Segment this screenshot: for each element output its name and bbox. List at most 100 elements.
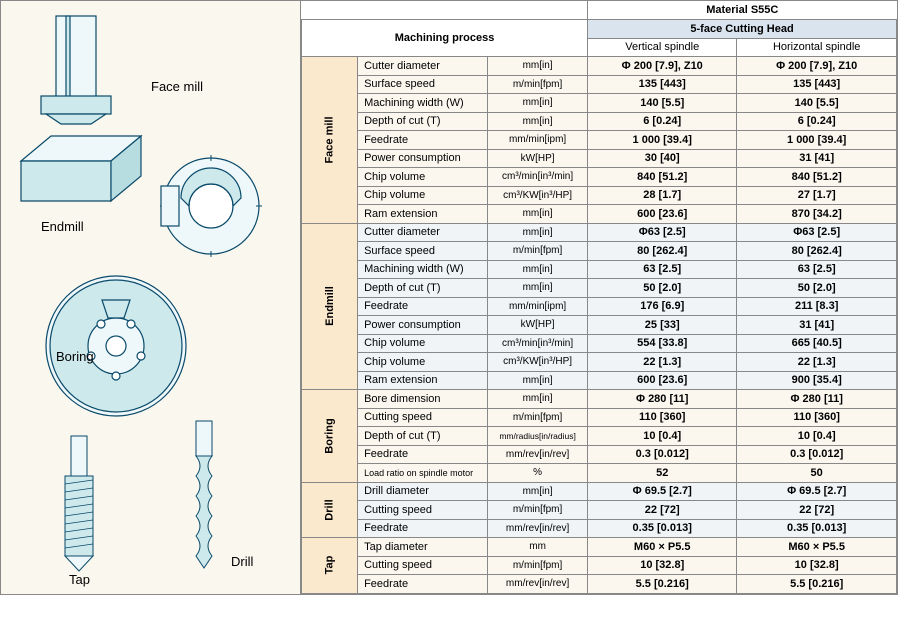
boring-label: Boring [56, 349, 94, 364]
category-cell: Tap [302, 538, 358, 594]
unit-cell: mm[in] [488, 223, 588, 242]
unit-cell: kW[HP] [488, 149, 588, 168]
machining-spec-container: Face mill Endmill [0, 0, 898, 595]
category-cell: Boring [302, 390, 358, 483]
value-vertical: 22 [1.3] [588, 353, 737, 372]
tool-illustrations: Face mill Endmill [1, 1, 301, 591]
value-horizontal: 211 [8.3] [737, 297, 897, 316]
value-vertical: 140 [5.5] [588, 94, 737, 113]
unit-cell: mm/min[ipm] [488, 131, 588, 150]
table-row: Surface speedm/min[fpm]135 [443]135 [443… [302, 75, 897, 94]
value-vertical: Φ 200 [7.9], Z10 [588, 57, 737, 76]
param-cell: Feedrate [358, 445, 488, 464]
table-row: Feedratemm/rev[in/rev]0.35 [0.013]0.35 [… [302, 519, 897, 538]
param-cell: Cutting speed [358, 501, 488, 520]
unit-cell: mm/rev[in/rev] [488, 575, 588, 594]
horizontal-spindle-header: Horizontal spindle [737, 38, 897, 57]
value-horizontal: Φ 200 [7.9], Z10 [737, 57, 897, 76]
param-cell: Surface speed [358, 75, 488, 94]
param-cell: Chip volume [358, 353, 488, 372]
value-horizontal: 5.5 [0.216] [737, 575, 897, 594]
value-vertical: 28 [1.7] [588, 186, 737, 205]
unit-cell: mm[in] [488, 205, 588, 224]
value-horizontal: 1 000 [39.4] [737, 131, 897, 150]
endmill-label: Endmill [41, 219, 84, 234]
table-row: Ram extensionmm[in]600 [23.6]900 [35.4] [302, 371, 897, 390]
value-horizontal: 10 [0.4] [737, 427, 897, 446]
table-row: Feedratemm/rev[in/rev]5.5 [0.216]5.5 [0.… [302, 575, 897, 594]
value-vertical: 30 [40] [588, 149, 737, 168]
spec-table-wrap: Material S55C Machining process 5-face C… [301, 1, 897, 594]
param-cell: Ram extension [358, 371, 488, 390]
value-horizontal: Φ63 [2.5] [737, 223, 897, 242]
unit-cell: kW[HP] [488, 316, 588, 335]
unit-cell: cm³/min[in³/min] [488, 334, 588, 353]
value-horizontal: 22 [72] [737, 501, 897, 520]
value-vertical: 135 [443] [588, 75, 737, 94]
value-vertical: 554 [33.8] [588, 334, 737, 353]
unit-cell: mm[in] [488, 57, 588, 76]
unit-cell: m/min[fpm] [488, 501, 588, 520]
unit-cell: mm[in] [488, 482, 588, 501]
value-vertical: 0.3 [0.012] [588, 445, 737, 464]
value-vertical: 25 [33] [588, 316, 737, 335]
value-horizontal: 6 [0.24] [737, 112, 897, 131]
tap-label: Tap [69, 572, 90, 587]
category-cell: Drill [302, 482, 358, 538]
value-vertical: 80 [262.4] [588, 242, 737, 261]
param-cell: Drill diameter [358, 482, 488, 501]
unit-cell: mm/rev[in/rev] [488, 519, 588, 538]
param-cell: Surface speed [358, 242, 488, 261]
unit-cell: cm³/KW[in³/HP] [488, 353, 588, 372]
value-vertical: 50 [2.0] [588, 279, 737, 298]
table-row: Surface speedm/min[fpm]80 [262.4]80 [262… [302, 242, 897, 261]
header-row-1: Machining process 5-face Cutting Head [302, 20, 897, 39]
facemill-label: Face mill [151, 79, 203, 94]
table-row: Feedratemm/rev[in/rev]0.3 [0.012]0.3 [0.… [302, 445, 897, 464]
unit-cell: mm[in] [488, 260, 588, 279]
unit-cell: mm[in] [488, 112, 588, 131]
value-horizontal: 900 [35.4] [737, 371, 897, 390]
unit-cell: m/min[fpm] [488, 556, 588, 575]
table-row: Cutting speedm/min[fpm]10 [32.8]10 [32.8… [302, 556, 897, 575]
unit-cell: mm/rev[in/rev] [488, 445, 588, 464]
drill-label: Drill [231, 554, 253, 569]
unit-cell: m/min[fpm] [488, 75, 588, 94]
table-row: EndmillCutter diametermm[in]Φ63 [2.5]Φ63… [302, 223, 897, 242]
param-cell: Power consumption [358, 316, 488, 335]
value-horizontal: 140 [5.5] [737, 94, 897, 113]
unit-cell: mm[in] [488, 279, 588, 298]
table-row: Feedratemm/min[ipm]176 [6.9]211 [8.3] [302, 297, 897, 316]
table-row: DrillDrill diametermm[in]Φ 69.5 [2.7]Φ 6… [302, 482, 897, 501]
param-cell: Bore dimension [358, 390, 488, 409]
five-face-header: 5-face Cutting Head [588, 20, 897, 39]
value-vertical: 600 [23.6] [588, 371, 737, 390]
value-horizontal: 63 [2.5] [737, 260, 897, 279]
value-vertical: 52 [588, 464, 737, 483]
illustration-panel: Face mill Endmill [1, 1, 301, 594]
param-cell: Cutter diameter [358, 223, 488, 242]
value-vertical: 1 000 [39.4] [588, 131, 737, 150]
param-cell: Chip volume [358, 334, 488, 353]
unit-cell: m/min[fpm] [488, 242, 588, 261]
param-cell: Feedrate [358, 297, 488, 316]
value-vertical: Φ 69.5 [2.7] [588, 482, 737, 501]
value-vertical: 10 [0.4] [588, 427, 737, 446]
value-horizontal: M60 × P5.5 [737, 538, 897, 557]
table-row: Load ratio on spindle motor%5250 [302, 464, 897, 483]
param-cell: Machining width (W) [358, 94, 488, 113]
table-row: Machining width (W)mm[in]63 [2.5]63 [2.5… [302, 260, 897, 279]
unit-cell: mm[in] [488, 94, 588, 113]
value-horizontal: 135 [443] [737, 75, 897, 94]
value-horizontal: 665 [40.5] [737, 334, 897, 353]
param-cell: Chip volume [358, 186, 488, 205]
param-cell: Depth of cut (T) [358, 112, 488, 131]
value-horizontal: 0.35 [0.013] [737, 519, 897, 538]
unit-cell: m/min[fpm] [488, 408, 588, 427]
table-row: Ram extensionmm[in]600 [23.6]870 [34.2] [302, 205, 897, 224]
value-horizontal: 0.3 [0.012] [737, 445, 897, 464]
table-row: Power consumptionkW[HP]25 [33]31 [41] [302, 316, 897, 335]
param-cell: Cutting speed [358, 556, 488, 575]
value-vertical: Φ63 [2.5] [588, 223, 737, 242]
value-horizontal: 80 [262.4] [737, 242, 897, 261]
